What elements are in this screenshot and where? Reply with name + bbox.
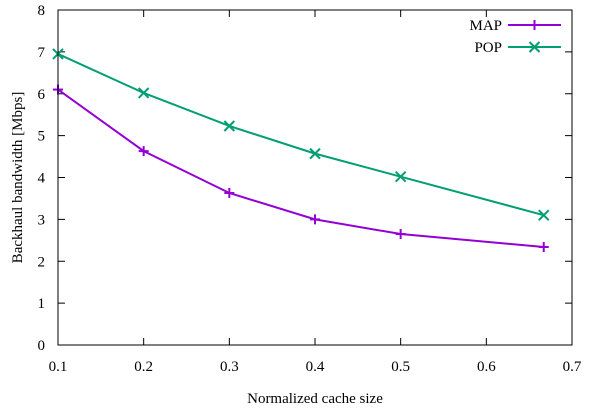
- data-point-map: [138, 146, 149, 157]
- marker-stroke: [538, 209, 550, 221]
- x-tick-label: 0.4: [306, 359, 325, 375]
- x-tick-label: 0.5: [391, 359, 410, 375]
- y-tick-label: 7: [38, 45, 46, 61]
- data-point-pop: [223, 120, 236, 132]
- plot-frame: [57, 9, 573, 346]
- series-line-pop: [57, 53, 544, 217]
- y-tick-label: 2: [38, 254, 46, 270]
- y-tick-label: 8: [38, 3, 46, 19]
- data-point-map: [310, 214, 320, 225]
- y-axis-label: Backhaul bandwidth [Mbps]: [10, 92, 26, 264]
- y-tick-label: 5: [38, 129, 46, 145]
- data-point-pop: [394, 170, 407, 183]
- axis-ticks: 0.1 0.2 0.3 0.4 0.5 0.6 0.7 0 1 2 3 4 5 6 7 8: [38, 3, 582, 375]
- marker-stroke: [137, 87, 150, 99]
- data-point-pop: [309, 147, 321, 160]
- x-tick-label: 0.1: [49, 359, 68, 375]
- data-point-pop: [137, 87, 150, 99]
- data-point-map: [538, 242, 549, 253]
- plot-series: [52, 48, 550, 253]
- data-point-map: [224, 187, 235, 198]
- x-axis-label: Normalized cache size: [247, 391, 383, 407]
- legend-marker-pop: [528, 41, 541, 53]
- data-point-map: [395, 229, 406, 240]
- marker-stroke: [528, 41, 541, 53]
- y-tick-label: 1: [38, 296, 46, 312]
- legend-marker-map: [529, 20, 540, 30]
- marker-stroke: [394, 170, 407, 183]
- legend-label-pop: POP: [474, 40, 502, 56]
- x-tick-label: 0.7: [563, 359, 582, 375]
- x-tick-label: 0.6: [477, 359, 496, 375]
- legend-label-map: MAP: [469, 18, 502, 34]
- x-tick-label: 0.3: [220, 359, 239, 375]
- y-tick-label: 3: [38, 212, 46, 228]
- y-tick-label: 0: [38, 338, 46, 354]
- series-line-map: [57, 88, 544, 249]
- y-tick-label: 6: [38, 87, 46, 103]
- x-tick-label: 0.2: [134, 359, 153, 375]
- marker-stroke: [309, 147, 321, 160]
- marker-stroke: [223, 120, 236, 132]
- y-tick-label: 4: [38, 171, 46, 187]
- legend: MAP POP: [469, 18, 561, 56]
- data-point-pop: [538, 209, 550, 221]
